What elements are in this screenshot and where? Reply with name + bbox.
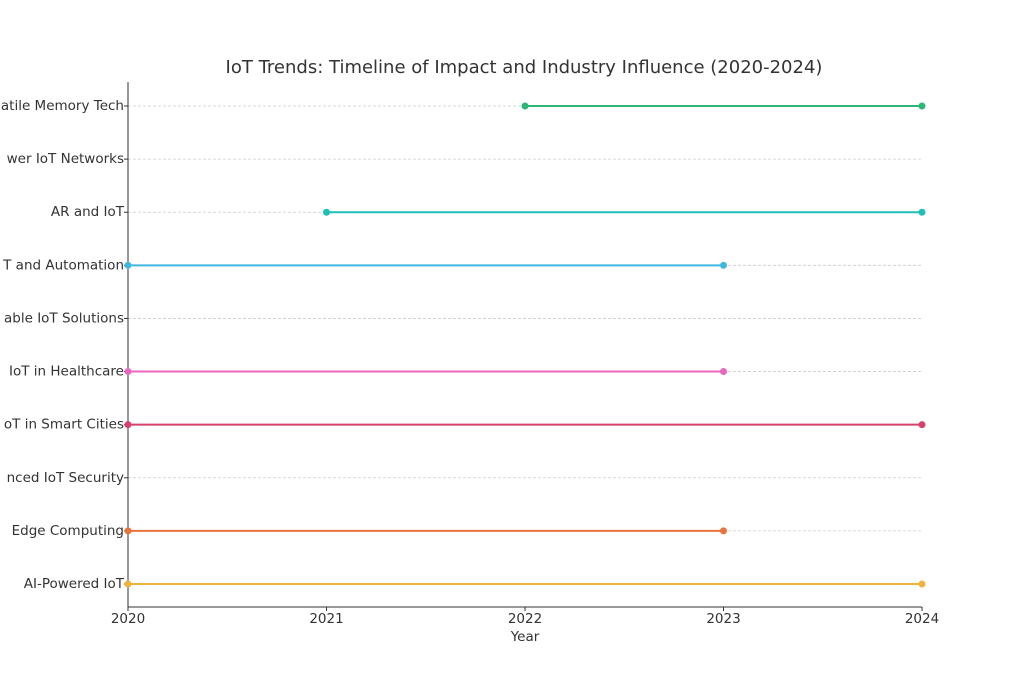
end-point: [720, 261, 727, 269]
start-point: [124, 368, 132, 376]
end-point: [720, 527, 727, 535]
x-tick-label: 2021: [309, 611, 343, 627]
start-point: [323, 208, 330, 216]
start-point: [124, 580, 132, 588]
start-point: [124, 421, 132, 429]
y-tick-label: atile Memory Tech: [1, 98, 124, 114]
x-axis-label: Year: [510, 629, 540, 645]
y-tick-label: nced IoT Security: [7, 470, 124, 486]
start-point: [124, 527, 132, 535]
x-tick-label: 2020: [111, 611, 145, 627]
end-point: [918, 421, 926, 429]
x-tick-label: 2023: [706, 611, 740, 627]
y-tick-label: T and Automation: [2, 257, 124, 273]
y-tick-label: Edge Computing: [12, 523, 124, 539]
start-point: [521, 102, 529, 110]
end-point: [720, 368, 727, 376]
start-point: [124, 261, 132, 269]
x-tick-label: 2022: [508, 611, 542, 627]
y-tick-label: IoT in Healthcare: [9, 364, 124, 380]
end-point: [918, 580, 926, 588]
x-tick-label: 2024: [905, 611, 939, 627]
y-tick-label: oT in Smart Cities: [4, 417, 124, 433]
y-tick-label: AR and IoT: [51, 204, 125, 220]
end-point: [918, 102, 926, 110]
y-tick-label: wer IoT Networks: [7, 151, 124, 167]
chart-title: IoT Trends: Timeline of Impact and Indus…: [226, 57, 823, 78]
y-tick-label: AI-Powered IoT: [24, 576, 125, 592]
y-tick-label: able IoT Solutions: [4, 310, 124, 326]
end-point: [918, 208, 926, 216]
